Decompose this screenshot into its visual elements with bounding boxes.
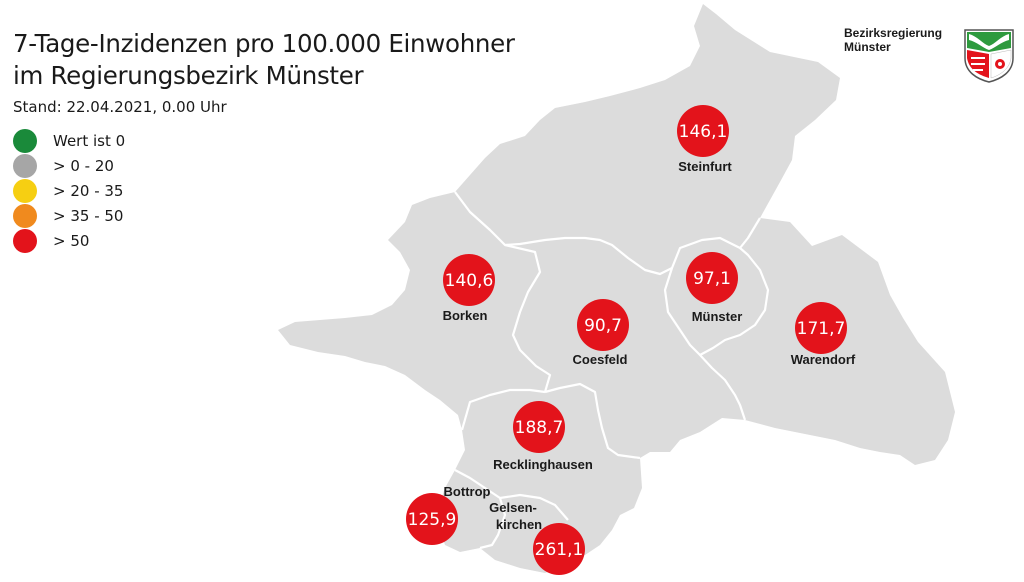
district-label: Steinfurt [678, 159, 732, 174]
nrw-coat-of-arms-icon [964, 29, 1014, 83]
district-label: kirchen [496, 517, 542, 532]
incidence-value: 261,1 [535, 540, 584, 560]
incidence-bubble [443, 254, 495, 306]
legend-dot-orange [13, 203, 37, 228]
authority-name-line-2: Münster [844, 40, 891, 54]
legend-label: > 50 [53, 231, 90, 250]
legend-item-zero: Wert ist 0 [13, 128, 125, 153]
legend-label: > 20 - 35 [53, 181, 124, 200]
district-label: Recklinghausen [493, 457, 593, 472]
legend: Wert ist 0 > 0 - 20 > 20 - 35 > 35 - 50 … [13, 128, 125, 253]
incidence-bubble [406, 493, 458, 545]
legend-item-35-50: > 35 - 50 [13, 203, 125, 228]
incidence-value: 171,7 [797, 319, 846, 339]
incidence-bubble [677, 105, 729, 157]
incidence-value: 125,9 [408, 510, 457, 530]
page-title: 7-Tage-Inzidenzen pro 100.000 Einwohner … [13, 28, 515, 92]
legend-dot-yellow [13, 178, 37, 203]
region-outline [278, 4, 955, 573]
district-label: Borken [443, 308, 488, 323]
district-label: Bottrop [444, 484, 491, 499]
incidence-bubble [513, 401, 565, 453]
district-label: Münster [692, 309, 743, 324]
incidence-bubble [795, 302, 847, 354]
legend-label: > 35 - 50 [53, 206, 124, 225]
incidence-value: 146,1 [679, 122, 728, 142]
incidence-bubbles: 146,1 Steinfurt 140,6 Borken 90,7 Coesfeld 97,… [406, 105, 856, 575]
legend-dot-red [13, 228, 37, 253]
legend-label: Wert ist 0 [53, 131, 126, 150]
authority-name: Bezirksregierung Münster [844, 26, 942, 54]
authority-name-line-1: Bezirksregierung [844, 26, 943, 40]
title-line-1: 7-Tage-Inzidenzen pro 100.000 Einwohner [13, 29, 515, 58]
district-label: Gelsen- [489, 500, 537, 515]
legend-item-over-50: > 50 [13, 228, 125, 253]
incidence-value: 140,6 [445, 271, 494, 291]
legend-dot-green [13, 128, 37, 153]
district-label: Coesfeld [573, 352, 628, 367]
legend-item-20-35: > 20 - 35 [13, 178, 125, 203]
incidence-bubble [533, 523, 585, 575]
district-borders [454, 191, 770, 550]
title-line-2: im Regierungsbezirk Münster [13, 61, 364, 90]
legend-item-0-20: > 0 - 20 [13, 153, 125, 178]
incidence-bubble [686, 252, 738, 304]
incidence-bubble [577, 299, 629, 351]
incidence-value: 97,1 [693, 269, 731, 289]
legend-dot-grey [13, 153, 37, 178]
incidence-value: 188,7 [515, 418, 564, 438]
district-label: Warendorf [791, 352, 856, 367]
date-stamp: Stand: 22.04.2021, 0.00 Uhr [13, 98, 227, 116]
incidence-value: 90,7 [584, 316, 622, 336]
legend-label: > 0 - 20 [53, 156, 114, 175]
